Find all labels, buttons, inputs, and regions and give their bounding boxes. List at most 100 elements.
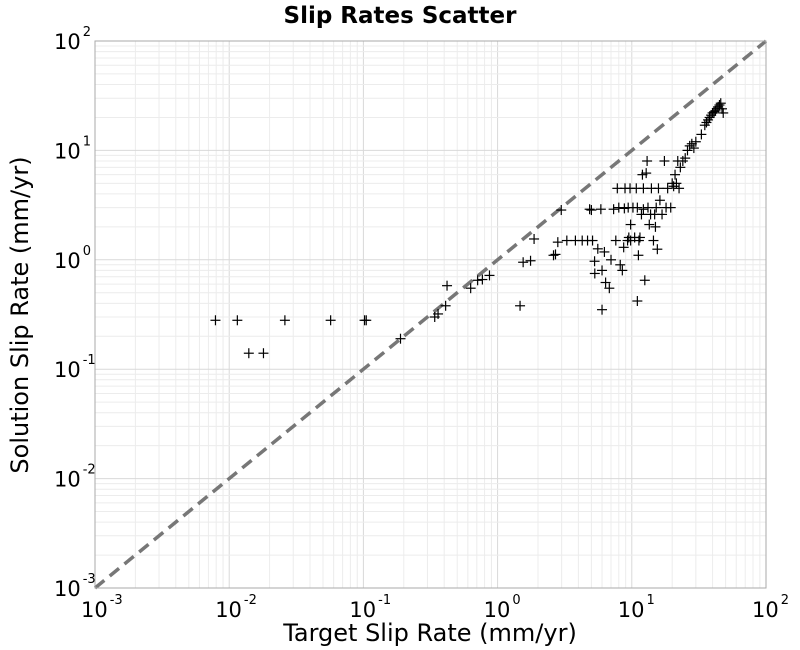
data-point xyxy=(433,308,444,319)
data-point xyxy=(587,235,598,246)
x-tick-exponent: -1 xyxy=(378,593,391,608)
data-point xyxy=(648,235,659,246)
data-point xyxy=(561,235,572,246)
y-tick-base: 10 xyxy=(54,249,81,273)
data-point xyxy=(670,169,681,180)
y-axis-label: Solution Slip Rate (mm/yr) xyxy=(6,156,34,473)
data-point xyxy=(665,202,676,213)
x-tick-base: 10 xyxy=(349,598,376,622)
data-point xyxy=(641,168,652,179)
x-tick-exponent: 2 xyxy=(781,593,789,608)
data-point xyxy=(442,280,453,291)
data-point xyxy=(584,204,595,215)
x-tick-label: 10 1 xyxy=(618,593,655,622)
data-point xyxy=(613,202,624,213)
data-point xyxy=(715,98,726,109)
y-tick-label: 10 -3 xyxy=(54,572,96,601)
data-point xyxy=(608,204,619,215)
x-tick-base: 10 xyxy=(215,598,242,622)
x-axis-ticks: 10 -3 10 -2 10 -1 10 0 10 1 10 2 xyxy=(81,593,789,622)
y-tick-base: 10 xyxy=(54,30,81,54)
x-tick-exponent: -3 xyxy=(110,593,123,608)
data-point xyxy=(552,237,563,248)
grid-lines xyxy=(94,41,766,589)
data-point xyxy=(550,249,561,260)
plot-frame xyxy=(94,40,767,589)
data-point xyxy=(686,138,697,149)
data-point xyxy=(718,107,729,118)
data-point xyxy=(650,221,661,232)
data-point xyxy=(477,274,488,285)
data-point xyxy=(633,250,644,261)
x-tick-exponent: -2 xyxy=(244,593,257,608)
data-point xyxy=(600,277,611,288)
data-point xyxy=(258,348,269,359)
data-point xyxy=(701,117,712,128)
x-axis-label: Target Slip Rate (mm/yr) xyxy=(282,619,577,647)
data-point xyxy=(525,255,536,266)
y-tick-base: 10 xyxy=(54,358,81,382)
data-points xyxy=(210,98,729,359)
x-tick-label: 10 -3 xyxy=(81,593,123,622)
data-point xyxy=(595,204,606,215)
x-tick-label: 10 -2 xyxy=(215,593,257,622)
y-tick-base: 10 xyxy=(54,577,81,601)
data-point xyxy=(395,333,406,344)
data-point xyxy=(597,265,608,276)
data-point xyxy=(472,275,483,286)
data-point xyxy=(484,270,495,281)
y-tick-exponent: -1 xyxy=(83,353,96,368)
data-point xyxy=(610,235,621,246)
y-tick-label: 10 -2 xyxy=(54,463,96,492)
data-point xyxy=(652,244,663,255)
data-point xyxy=(465,283,476,294)
data-point xyxy=(642,156,653,167)
data-point xyxy=(599,246,610,257)
plot-background xyxy=(95,41,766,588)
y-tick-exponent: -2 xyxy=(83,463,96,478)
data-point xyxy=(710,105,721,116)
data-point xyxy=(361,315,372,326)
data-point xyxy=(639,275,650,286)
data-point xyxy=(674,183,685,194)
y-tick-label: 10 -1 xyxy=(54,353,96,382)
y-tick-exponent: 2 xyxy=(83,25,91,40)
data-point xyxy=(586,205,597,216)
data-point xyxy=(243,348,254,359)
data-point xyxy=(657,209,668,220)
data-point xyxy=(279,315,290,326)
data-point xyxy=(690,136,701,147)
data-point xyxy=(659,156,670,167)
y-tick-exponent: 0 xyxy=(83,244,91,259)
x-tick-base: 10 xyxy=(484,598,511,622)
data-point xyxy=(688,143,699,154)
data-point xyxy=(632,296,643,307)
data-point xyxy=(675,162,686,173)
x-tick-label: 10 2 xyxy=(752,593,789,622)
data-point xyxy=(604,283,615,294)
x-tick-base: 10 xyxy=(752,598,779,622)
data-point xyxy=(625,219,636,230)
data-point xyxy=(515,300,526,311)
x-tick-base: 10 xyxy=(618,598,645,622)
data-point xyxy=(682,145,693,156)
data-point xyxy=(529,233,540,244)
y-tick-base: 10 xyxy=(54,468,81,492)
data-point xyxy=(210,315,221,326)
data-point xyxy=(684,140,695,151)
data-point xyxy=(617,265,628,276)
data-point xyxy=(592,243,603,254)
data-point xyxy=(680,153,691,164)
data-point xyxy=(232,315,243,326)
data-point xyxy=(632,202,643,213)
data-point xyxy=(615,259,626,270)
data-point xyxy=(548,250,559,261)
data-point xyxy=(556,205,567,216)
data-point xyxy=(518,257,529,268)
x-tick-exponent: 0 xyxy=(512,593,520,608)
data-point xyxy=(716,103,727,114)
y-tick-exponent: -3 xyxy=(83,572,96,587)
data-point xyxy=(589,256,600,267)
